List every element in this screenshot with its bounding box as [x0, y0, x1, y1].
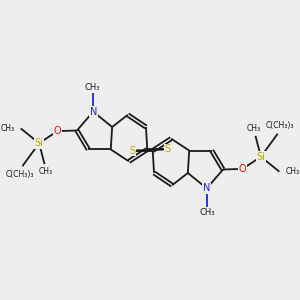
- Text: C(CH₃)₃: C(CH₃)₃: [6, 170, 34, 179]
- Text: CH₃: CH₃: [1, 124, 15, 133]
- Text: S: S: [129, 146, 136, 155]
- Text: Si: Si: [256, 152, 265, 162]
- Text: CH₃: CH₃: [39, 167, 53, 176]
- Text: C(CH₃)₃: C(CH₃)₃: [266, 121, 294, 130]
- Text: CH₃: CH₃: [285, 167, 299, 176]
- Text: O: O: [54, 126, 61, 136]
- Text: N: N: [89, 106, 97, 117]
- Text: CH₃: CH₃: [247, 124, 261, 133]
- Text: N: N: [203, 183, 211, 194]
- Text: CH₃: CH₃: [85, 83, 100, 92]
- Text: CH₃: CH₃: [200, 208, 215, 217]
- Text: O: O: [239, 164, 246, 174]
- Text: Si: Si: [35, 138, 44, 148]
- Text: S: S: [164, 145, 171, 154]
